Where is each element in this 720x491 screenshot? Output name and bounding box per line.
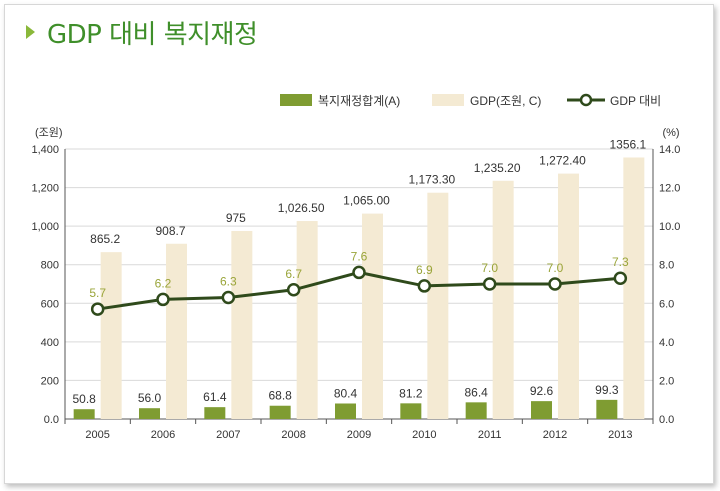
- gdp-bar: [296, 221, 318, 419]
- y-left-tick-label: 1,200: [31, 183, 59, 195]
- x-tick-label: 2007: [216, 429, 240, 441]
- legend-label-ratio: GDP 대비: [610, 94, 661, 108]
- x-tick-label: 2009: [347, 429, 371, 441]
- ratio-marker: [286, 283, 301, 297]
- play-arrow-icon: [26, 25, 35, 39]
- ratio-value-label: 6.9: [416, 263, 433, 277]
- welfare-value-label: 81.2: [399, 386, 423, 400]
- gdp-bar: [427, 192, 449, 419]
- ratio-marker: [548, 277, 562, 291]
- title-row: GDP 대비 복지재정: [26, 16, 258, 50]
- y-right-tick-label: 10.0: [659, 221, 680, 233]
- welfare-value-label: 92.6: [530, 384, 554, 398]
- y-right-tick-label: 2.0: [659, 375, 674, 387]
- y-right-tick-label: 8.0: [659, 260, 674, 272]
- welfare-value-label: 56.0: [138, 391, 162, 405]
- welfare-bar: [139, 408, 160, 419]
- gdp-bar: [362, 213, 383, 419]
- chart-frame: [4, 4, 714, 484]
- x-tick-label: 2005: [85, 429, 109, 441]
- gdp-bar: [623, 157, 645, 419]
- x-tick-label: 2012: [543, 429, 567, 441]
- gdp-bar: [492, 180, 514, 419]
- ratio-value-label: 6.7: [285, 267, 302, 281]
- x-tick-label: 2011: [478, 429, 502, 441]
- y-right-tick-label: 12.0: [659, 183, 680, 195]
- welfare-bar: [269, 405, 291, 419]
- ratio-marker: [613, 271, 628, 285]
- gdp-value-label: 975: [226, 211, 246, 225]
- welfare-bar: [400, 403, 422, 419]
- gdp-value-label: 1,026.50: [278, 201, 325, 215]
- gdp-value-label: 1,272.40: [539, 154, 586, 168]
- ratio-value-label: 5.7: [89, 286, 106, 300]
- gdp-bar: [100, 252, 122, 419]
- welfare-bar: [73, 409, 95, 419]
- ratio-marker: [90, 302, 105, 316]
- ratio-marker: [156, 292, 170, 307]
- ratio-value-label: 7.0: [481, 261, 498, 275]
- legend-label-welfare: 복지재정합계(A): [318, 94, 400, 108]
- chart-title: GDP 대비 복지재정: [47, 19, 258, 50]
- welfare-value-label: 68.8: [268, 389, 292, 403]
- welfare-bar: [596, 399, 618, 419]
- gdp-value-label: 1,235.20: [474, 161, 521, 175]
- y-right-tick-label: 6.0: [659, 298, 674, 310]
- gdp-bar: [558, 173, 579, 419]
- ratio-marker: [221, 290, 236, 305]
- y-left-tick-label: 1,000: [31, 221, 59, 233]
- welfare-value-label: 50.8: [72, 392, 96, 406]
- ratio-value-label: 6.2: [155, 276, 172, 290]
- gdp-value-label: 1,065.00: [343, 194, 390, 208]
- welfare-value-label: 99.3: [595, 383, 619, 397]
- legend-swatch-welfare: [280, 94, 312, 106]
- x-tick-label: 2008: [281, 429, 305, 441]
- ratio-value-label: 6.3: [220, 275, 237, 289]
- y-right-axis-label: (%): [662, 127, 679, 139]
- welfare-value-label: 61.4: [203, 390, 227, 404]
- y-left-tick-label: 0.0: [44, 414, 59, 426]
- y-left-tick-label: 200: [41, 375, 59, 387]
- gdp-value-label: 908.7: [155, 224, 185, 238]
- y-left-tick-label: 800: [41, 260, 59, 272]
- welfare-value-label: 80.4: [334, 386, 358, 400]
- y-left-tick-label: 600: [41, 298, 59, 310]
- welfare-bar: [531, 401, 552, 419]
- y-right-tick-label: 4.0: [659, 337, 674, 349]
- x-tick-label: 2013: [608, 429, 632, 441]
- y-left-tick-label: 400: [41, 337, 59, 349]
- y-right-tick-label: 14.0: [659, 144, 680, 156]
- y-left-axis-label: (조원): [35, 126, 63, 139]
- gdp-value-label: 1,173.30: [408, 173, 455, 187]
- ratio-marker: [417, 279, 432, 293]
- welfare-value-label: 86.4: [464, 385, 488, 399]
- ratio-value-label: 7.6: [351, 249, 368, 263]
- x-tick-label: 2006: [151, 429, 175, 441]
- legend-swatch-gdp: [432, 94, 464, 106]
- legend-label-gdp: GDP(조원, C): [470, 94, 541, 108]
- ratio-value-label: 7.0: [547, 261, 564, 275]
- y-right-tick-label: 0.0: [659, 414, 674, 426]
- y-left-tick-label: 1,400: [31, 144, 59, 156]
- ratio-value-label: 7.3: [612, 255, 629, 269]
- x-tick-label: 2010: [412, 429, 436, 441]
- gdp-bar: [231, 230, 253, 419]
- legend-marker-ratio: [579, 93, 593, 107]
- gdp-value-label: 1356.1: [609, 137, 646, 151]
- ratio-marker: [482, 277, 497, 291]
- gdp-value-label: 865.2: [90, 232, 120, 246]
- welfare-bar: [204, 407, 226, 419]
- welfare-bar: [465, 402, 487, 419]
- welfare-bar: [335, 403, 356, 419]
- ratio-marker: [352, 265, 366, 280]
- gdp-bar: [166, 243, 187, 419]
